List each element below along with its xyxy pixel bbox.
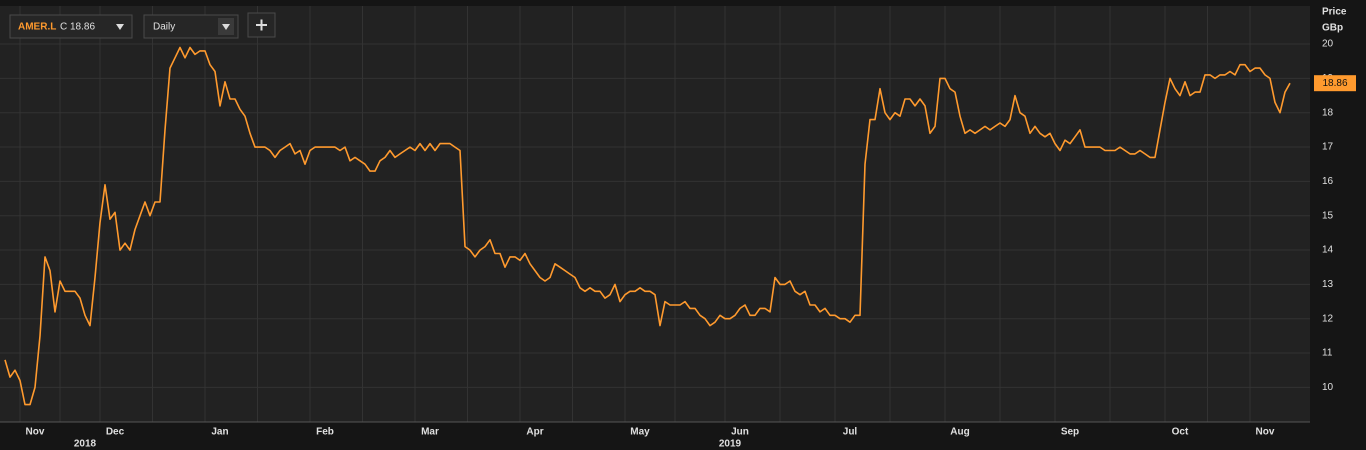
x-tick-label: Apr <box>526 427 543 438</box>
y-axis-unit: GBp <box>1322 23 1343 34</box>
x-tick-label: Jun <box>731 427 749 438</box>
plot-area <box>0 6 1310 422</box>
y-tick-label: 13 <box>1322 279 1334 290</box>
last-price-label: 18.86 <box>1322 78 1347 89</box>
x-tick-label: Jul <box>843 427 858 438</box>
interval: Daily <box>153 22 175 33</box>
y-tick-label: 10 <box>1322 382 1334 393</box>
price-line <box>4 46 1291 406</box>
x-tick-label: Oct <box>1172 427 1189 438</box>
y-tick-label: 12 <box>1322 313 1334 324</box>
grid <box>0 6 1310 422</box>
x-group-label: 2018 <box>74 439 97 450</box>
interval-selector[interactable]: Daily <box>143 14 239 39</box>
x-tick-label: May <box>630 427 650 438</box>
close-prefix: C <box>60 22 67 33</box>
ticker: AMER.L <box>18 22 56 33</box>
add-button[interactable] <box>247 12 276 38</box>
last-price-box <box>1314 75 1356 92</box>
y-axis-label: Price <box>1322 7 1347 18</box>
symbol-selector[interactable]: AMER.L C 18.86 <box>9 14 133 39</box>
y-tick-label: 17 <box>1322 142 1334 153</box>
y-tick-label: 14 <box>1322 245 1334 256</box>
close-value: 18.86 <box>70 22 95 33</box>
y-tick-label: 11 <box>1322 348 1333 359</box>
x-group-label: 2019 <box>719 439 742 450</box>
y-tick-label: 16 <box>1322 176 1334 187</box>
y-tick-label: 18 <box>1322 107 1334 118</box>
x-tick-label: Aug <box>950 427 969 438</box>
x-tick-label: Jan <box>211 427 228 438</box>
x-tick-label: Feb <box>316 427 334 438</box>
y-tick-label: 20 <box>1322 39 1334 50</box>
x-tick-label: Sep <box>1061 427 1079 438</box>
x-tick-label: Nov <box>26 427 45 438</box>
x-tick-label: Nov <box>1256 427 1275 438</box>
x-tick-label: Dec <box>106 427 125 438</box>
y-tick-label: 15 <box>1322 210 1334 221</box>
x-tick-label: Mar <box>421 427 439 438</box>
